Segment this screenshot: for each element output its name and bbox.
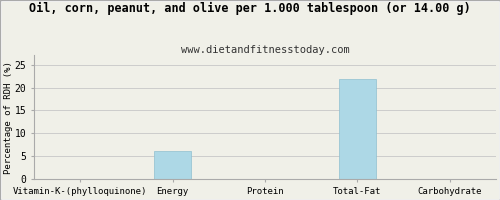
- Y-axis label: Percentage of RDH (%): Percentage of RDH (%): [4, 61, 13, 174]
- Text: Oil, corn, peanut, and olive per 1.000 tablespoon (or 14.00 g): Oil, corn, peanut, and olive per 1.000 t…: [29, 2, 471, 15]
- Bar: [154, 151, 191, 179]
- Title: www.dietandfitnesstoday.com: www.dietandfitnesstoday.com: [180, 45, 350, 55]
- Bar: [339, 79, 376, 179]
